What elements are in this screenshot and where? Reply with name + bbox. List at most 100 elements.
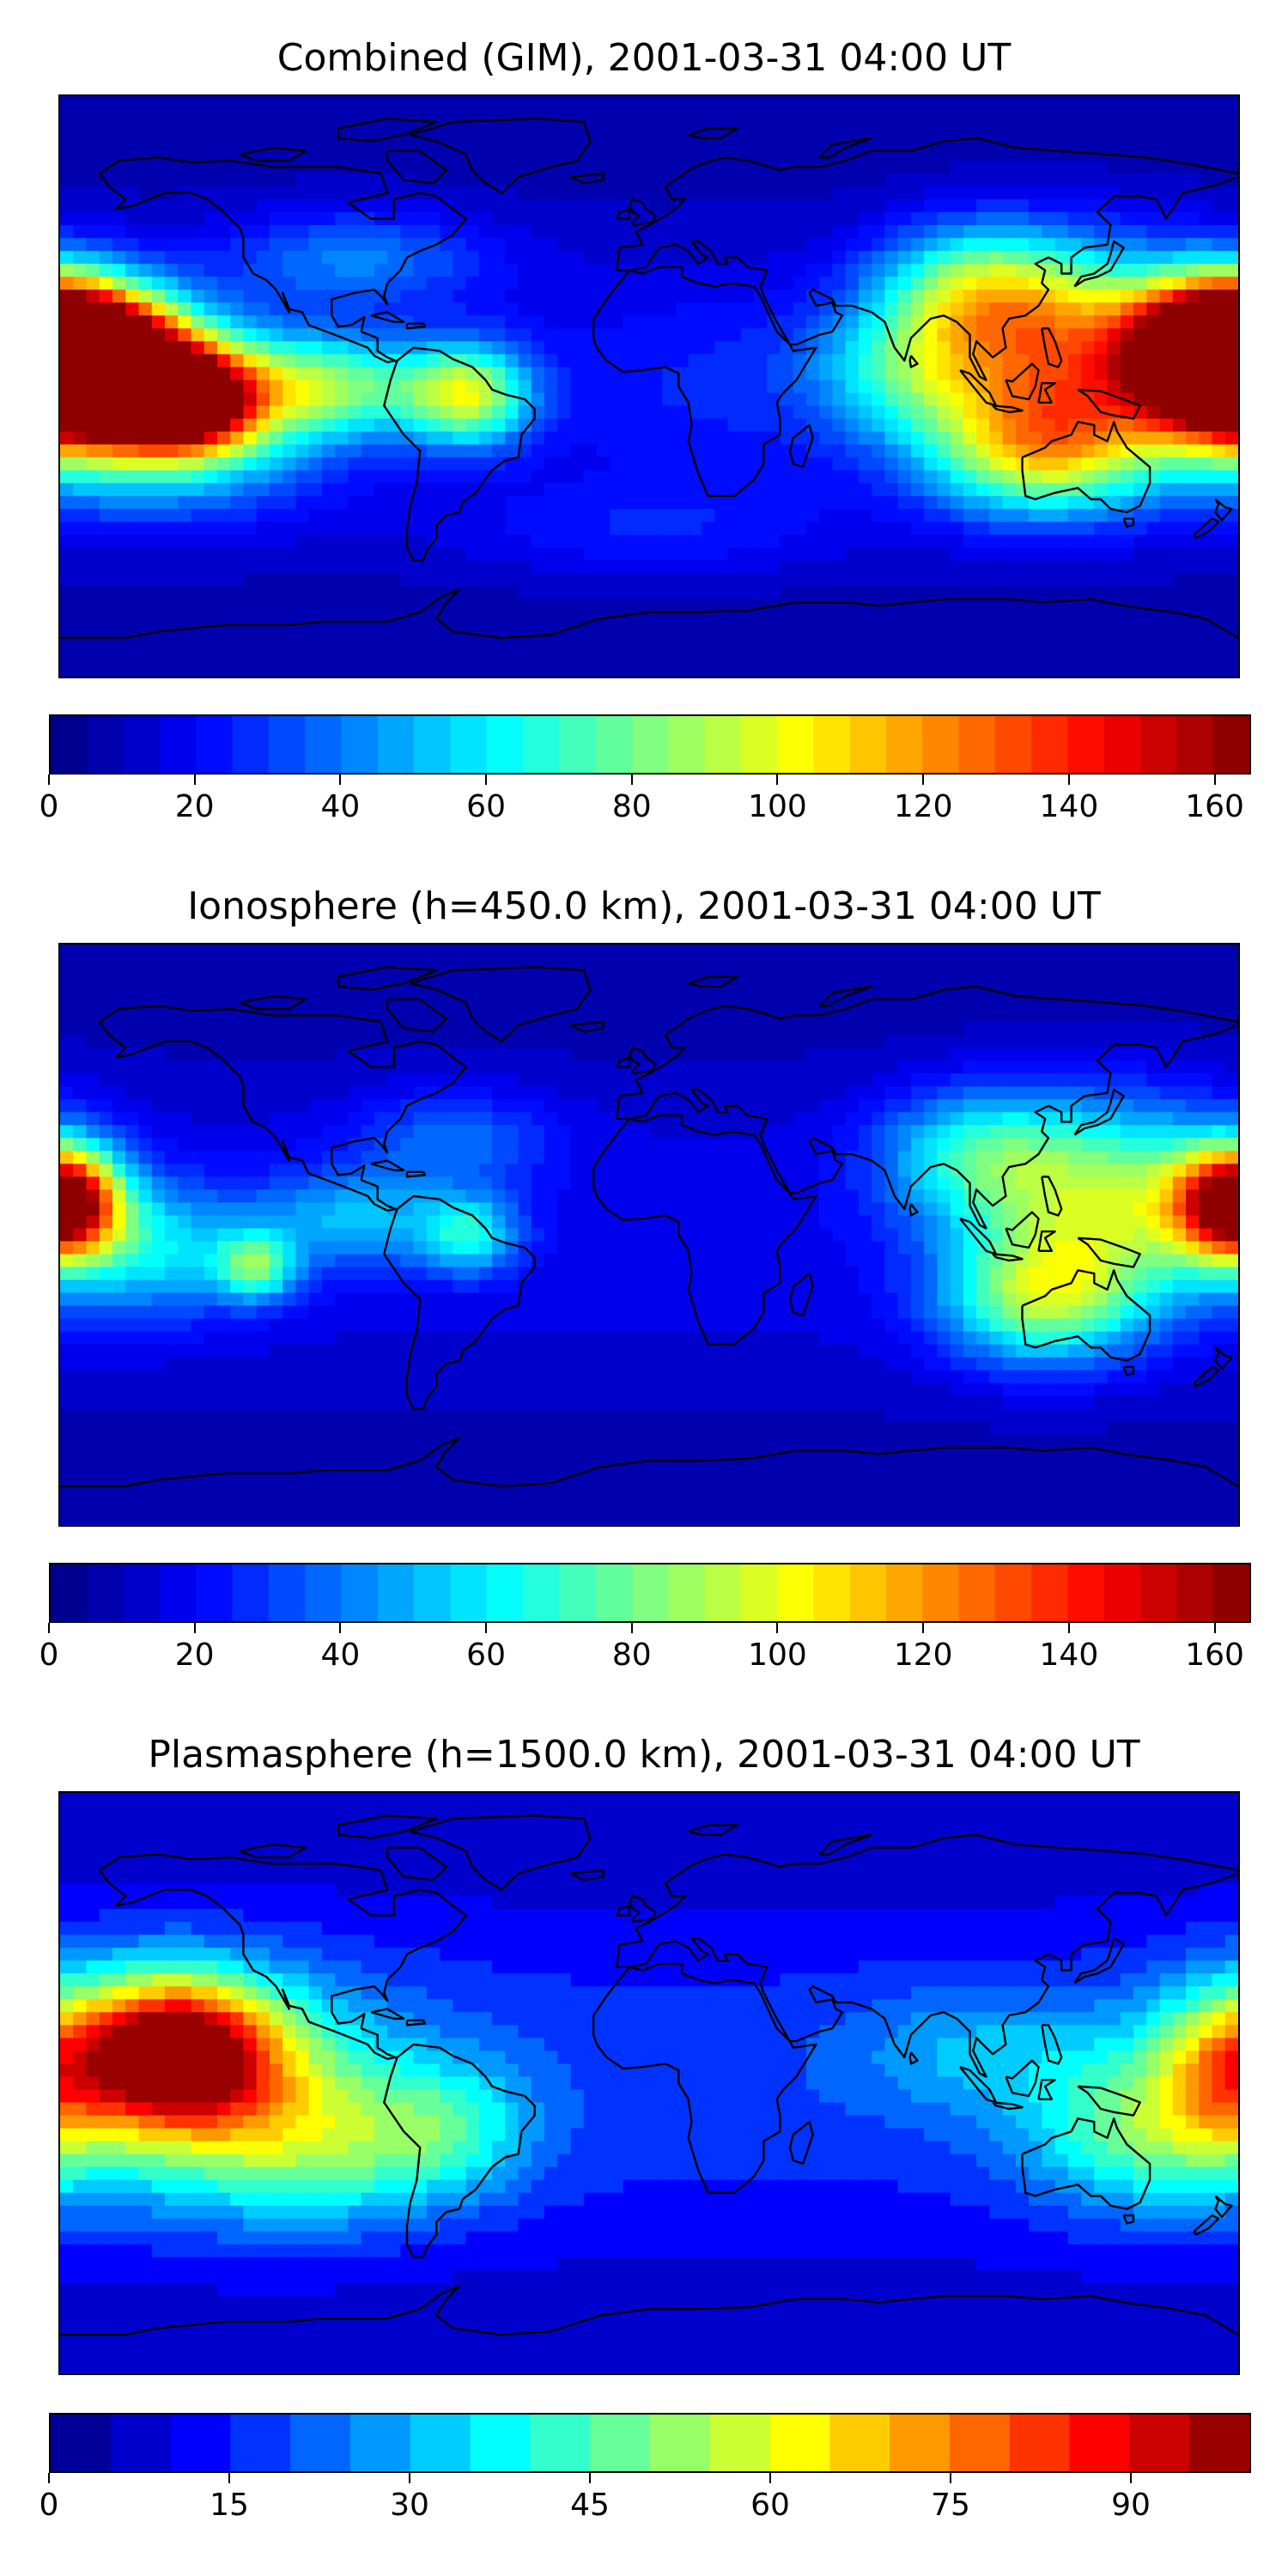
colorbar-swatch <box>1212 716 1249 773</box>
colorbar-swatch <box>1103 1564 1141 1621</box>
colorbar-swatch <box>268 1564 306 1621</box>
coastline <box>1041 2024 1063 2065</box>
colorbar-swatch <box>1031 716 1069 773</box>
coastline <box>1122 1365 1135 1376</box>
coastline <box>240 146 307 162</box>
coastline <box>370 1159 405 1172</box>
coastline <box>688 1824 739 1836</box>
colorbar-tick-mark <box>485 1623 488 1633</box>
colorbar-swatch <box>110 2415 172 2471</box>
coastline <box>1214 2195 1233 2219</box>
colorbar-swatch <box>1189 2415 1249 2471</box>
colorbar-swatch <box>709 2415 771 2471</box>
map-svg-plasmasphere <box>60 1793 1238 2373</box>
colorbar-ionosphere <box>49 1563 1251 1623</box>
colorbar-swatch <box>159 1564 197 1621</box>
colorbar-swatch <box>704 1564 742 1621</box>
colorbar-swatch <box>51 1564 88 1621</box>
colorbar-tick-mark <box>339 775 342 785</box>
colorbar-swatch <box>769 2415 830 2471</box>
colorbar-tick-label: 20 <box>174 789 215 824</box>
colorbar-swatch <box>450 716 488 773</box>
coastline <box>240 1843 307 1859</box>
colorbar-swatch <box>590 2415 651 2471</box>
colorbar-tick-mark <box>228 2473 230 2483</box>
colorbar-swatch <box>777 716 814 773</box>
coastline <box>1122 2214 1135 2225</box>
colorbar-tick-mark <box>193 1623 196 1633</box>
coastline <box>1005 1211 1040 1249</box>
colorbar-swatch <box>740 716 778 773</box>
coastline <box>688 127 739 139</box>
colorbar-tick-label: 40 <box>320 1637 361 1673</box>
colorbar-tick-mark <box>48 1623 50 1633</box>
colorbar-tick-label: 60 <box>466 789 506 824</box>
colorbar-tick-mark <box>1213 1623 1216 1633</box>
colorbar-swatch <box>414 1564 451 1621</box>
coastline <box>992 1253 1024 1262</box>
coastline <box>98 1853 467 2060</box>
coastline <box>788 1272 814 1317</box>
colorbar-swatch <box>1176 1564 1214 1621</box>
coastline <box>818 137 873 159</box>
colorbar-tick-label: 15 <box>210 2488 249 2523</box>
coastline <box>383 1194 536 1410</box>
coastline <box>410 966 592 1042</box>
colorbar-swatch <box>486 1564 524 1621</box>
coastline <box>386 1846 447 1881</box>
colorbar-swatch <box>740 1564 778 1621</box>
colorbar-swatch <box>922 716 960 773</box>
colorbar-swatch <box>668 716 706 773</box>
colorbar-swatch <box>668 1564 706 1621</box>
coastline <box>688 975 739 987</box>
colorbar-swatch <box>123 1564 161 1621</box>
colorbar-swatch <box>470 2415 531 2471</box>
colorbar-swatch <box>777 1564 814 1621</box>
colorbar-swatch <box>196 716 234 773</box>
colorbar-tick-mark <box>48 775 50 785</box>
colorbar-swatch <box>290 2415 351 2471</box>
colorbar-swatch <box>813 716 851 773</box>
colorbar-tick-mark <box>409 2473 410 2483</box>
coastline <box>1073 1088 1125 1136</box>
coastline <box>1077 388 1141 420</box>
colorbar-svg-ionosphere <box>51 1564 1249 1621</box>
coastline <box>383 2043 536 2258</box>
coastlines <box>60 118 1238 640</box>
coastline <box>818 1833 873 1856</box>
colorbar-combined <box>49 714 1251 775</box>
colorbar-tick-label: 160 <box>1185 1637 1244 1673</box>
colorbar-tick-mark <box>776 1623 779 1633</box>
colorbar-swatch <box>631 1564 669 1621</box>
colorbar-swatch <box>1140 1564 1177 1621</box>
colorbar-swatch <box>1031 1564 1069 1621</box>
colorbar-swatch <box>1067 716 1105 773</box>
coastline <box>1021 2117 1151 2210</box>
map-plasmasphere <box>58 1791 1240 2375</box>
coastline <box>818 985 873 1007</box>
coastline <box>98 1005 467 1212</box>
coastline <box>788 2120 814 2166</box>
colorbar-tick-mark <box>589 2473 591 2483</box>
colorbar-tick-mark <box>339 1623 342 1633</box>
tec-field <box>60 1793 1238 2373</box>
colorbar-swatch <box>232 1564 270 1621</box>
coastline <box>383 346 536 562</box>
colorbar-swatch <box>849 716 887 773</box>
colorbar-ticks-ionosphere: 0 20 40 60 80 100 120 140 160 <box>39 1623 1251 1674</box>
coastline <box>615 208 631 220</box>
colorbar-swatch <box>559 716 597 773</box>
coastline <box>337 1814 438 1839</box>
colorbar-swatch <box>230 2415 291 2471</box>
panel-title-ionosphere: Ionosphere (h=450.0 km), 2001-03-31 04:0… <box>187 884 1101 928</box>
coastline <box>1073 240 1125 288</box>
coastline <box>628 197 657 227</box>
panel-title-combined: Combined (GIM), 2001-03-31 04:00 UT <box>276 36 1012 80</box>
colorbar-swatch <box>450 1564 488 1621</box>
map-combined <box>58 94 1240 678</box>
coastline <box>60 2285 1238 2336</box>
colorbar-tick-mark <box>1213 775 1216 785</box>
colorbar-swatch <box>51 716 88 773</box>
coastline <box>1005 2059 1040 2098</box>
colorbar-swatch <box>595 1564 633 1621</box>
